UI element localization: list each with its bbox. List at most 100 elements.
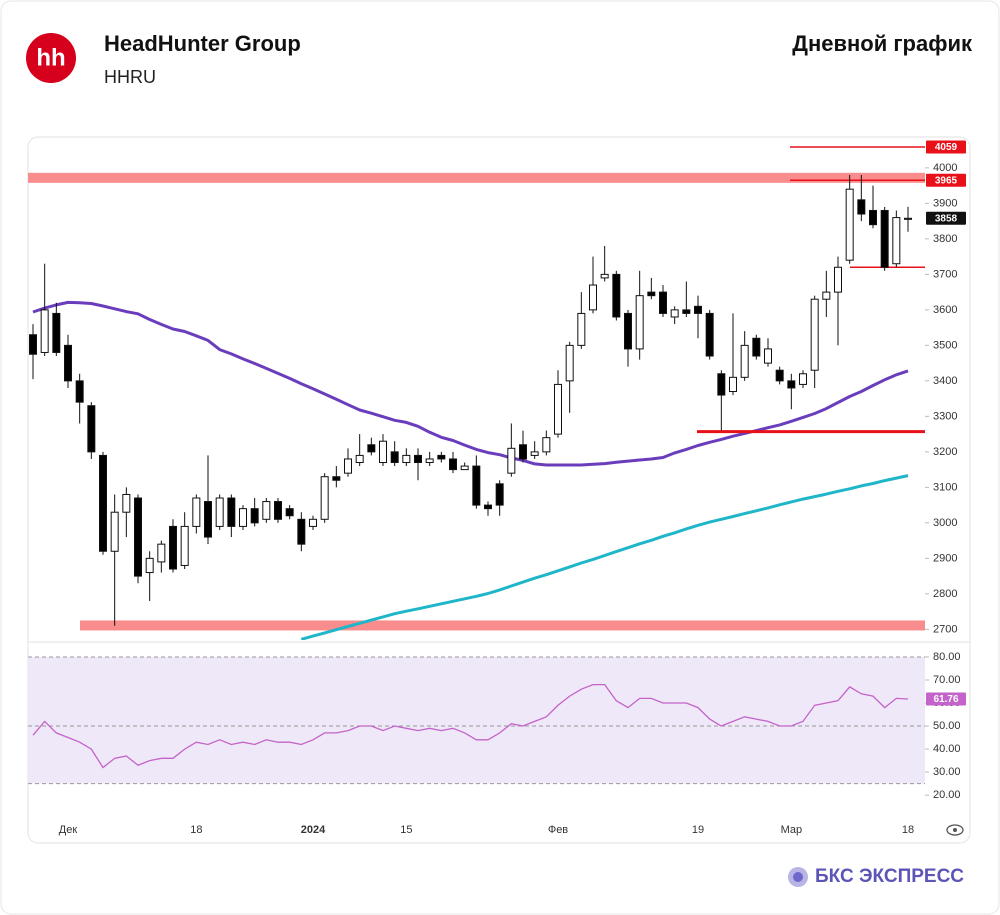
y-tick-label: 2900	[933, 552, 957, 564]
price-label-box	[926, 173, 966, 187]
candle-body	[589, 284, 597, 311]
candle-body	[180, 525, 189, 566]
candle-body	[834, 266, 842, 293]
price-label-box	[926, 211, 966, 225]
candle-body	[437, 454, 446, 460]
candle-body	[449, 458, 457, 471]
rsi-tick-label: 80.00	[933, 651, 961, 663]
x-tick-label: Фев	[548, 824, 568, 836]
logo	[26, 33, 76, 83]
candle-body	[635, 295, 644, 350]
candle-body	[519, 444, 527, 460]
y-tick-label: 3000	[933, 517, 957, 529]
candle-body	[29, 334, 37, 355]
candle-body	[624, 312, 632, 350]
y-tick-label: 2700	[933, 623, 957, 635]
x-tick-label: 2024	[301, 824, 326, 836]
candle-body	[647, 291, 656, 297]
candle-body	[600, 273, 609, 279]
candle-body	[355, 454, 364, 464]
candle-body	[705, 312, 714, 357]
candle-body	[484, 504, 492, 510]
rsi-tick-label: 20.00	[933, 789, 961, 801]
rsi-line	[32, 683, 909, 769]
candle-body	[554, 383, 562, 435]
candle-body	[845, 188, 854, 261]
candle-body	[787, 380, 796, 389]
candle-body	[297, 518, 306, 545]
x-tick-label: 15	[400, 824, 412, 836]
candle-body	[122, 493, 131, 513]
rsi-tick-label: 70.00	[933, 674, 961, 686]
rsi-tick-label: 50.00	[933, 720, 961, 732]
rsi-label: 61.76	[933, 694, 958, 705]
candle-body	[659, 291, 667, 314]
candle-body	[612, 273, 621, 318]
candle-body	[332, 476, 341, 481]
price-label: 3965	[935, 175, 958, 186]
candle-body	[577, 312, 586, 346]
candle-body	[215, 497, 224, 527]
candle-body	[40, 309, 49, 353]
candle-body	[134, 497, 142, 577]
candle-body	[262, 501, 271, 520]
candle-body	[87, 405, 96, 453]
y-tick-label: 3600	[933, 304, 957, 316]
candle-body	[670, 309, 679, 318]
candle-body	[729, 376, 737, 393]
brand-logo-core	[793, 872, 803, 882]
y-tick-label: 3200	[933, 446, 957, 458]
candle-body	[542, 437, 551, 453]
candle-body	[822, 291, 831, 300]
candle-body	[682, 309, 691, 314]
candle-body	[169, 525, 177, 570]
candle-body	[379, 440, 387, 464]
rsi-label-box	[926, 692, 966, 706]
plot: 2700 2800 2900 3000 3100 3200 3300 3400 3500 3600…	[28, 140, 966, 836]
y-tick-label: 3100	[933, 481, 957, 493]
rsi-zone	[28, 656, 925, 784]
candle-body	[320, 476, 329, 520]
company-title: HeadHunter Group	[104, 31, 301, 56]
candle-body	[857, 199, 866, 215]
candle-body	[75, 380, 84, 403]
level-band	[80, 620, 925, 631]
candle-body	[892, 217, 901, 265]
candle-body	[274, 501, 282, 520]
level-band	[28, 172, 925, 183]
candle-body	[367, 444, 376, 453]
candle-body	[64, 344, 72, 382]
candle-body	[52, 312, 61, 353]
y-tick-label: 3400	[933, 375, 957, 387]
candle-body	[530, 451, 539, 456]
price-label-box	[926, 140, 966, 154]
y-tick-label: 3300	[933, 410, 957, 422]
candle-body	[694, 305, 702, 314]
ticker: HHRU	[104, 67, 156, 87]
eye-icon[interactable]	[946, 824, 964, 836]
x-tick-label: 18	[190, 824, 202, 836]
y-tick-label: 3800	[933, 233, 957, 245]
candle-body	[775, 369, 784, 382]
candle-body	[740, 344, 749, 378]
candle-body	[799, 373, 807, 385]
moving-average	[300, 474, 909, 640]
brand: БКС ЭКСПРЕСС	[815, 866, 964, 887]
moving-average	[32, 300, 909, 467]
candle-body	[99, 454, 107, 552]
candle-body	[752, 337, 761, 357]
candle-body	[402, 454, 411, 464]
candle-body	[904, 217, 912, 220]
candle-body	[414, 454, 422, 464]
candle-body	[495, 483, 504, 506]
x-tick-label: Дек	[59, 824, 78, 836]
y-tick-label: 2800	[933, 588, 957, 600]
y-tick-label: 3500	[933, 339, 957, 351]
candle-body	[472, 465, 481, 506]
y-tick-label: 4000	[933, 162, 957, 174]
candle-body	[110, 511, 119, 552]
price-label: 3858	[935, 213, 958, 224]
candle-body	[460, 465, 469, 471]
candle-body	[810, 298, 819, 371]
